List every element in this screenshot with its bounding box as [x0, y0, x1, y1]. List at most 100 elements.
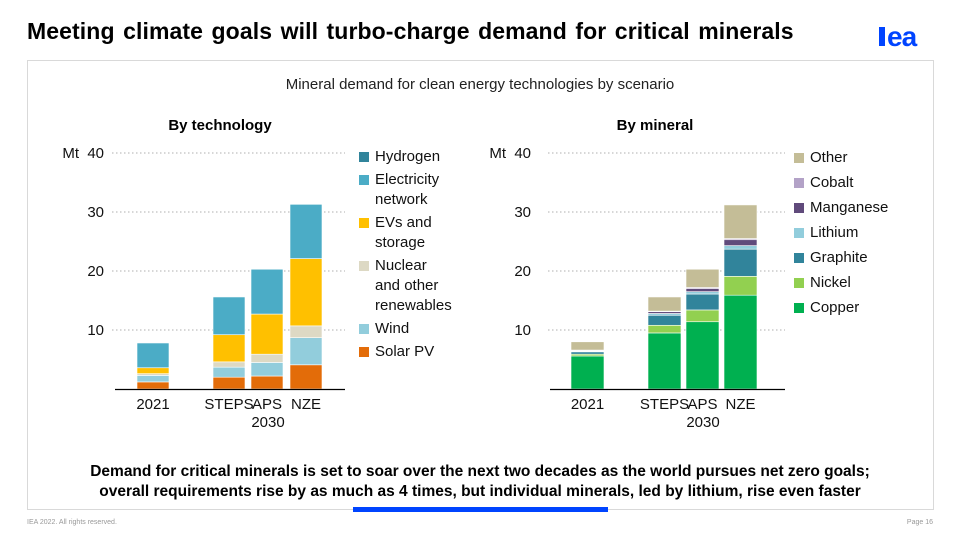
bar-segment-other	[647, 296, 682, 312]
caption: Demand for critical minerals is set to s…	[0, 462, 960, 502]
legend-label: storage	[375, 234, 426, 251]
legend-swatch	[359, 261, 369, 271]
bar-segment-wind	[212, 366, 246, 378]
y-tick-label: 30	[514, 204, 531, 221]
bar-segment-nuclear-and-other-renewables	[289, 325, 323, 338]
x-group-label: 2030	[251, 414, 284, 431]
bar-segment-nickel	[723, 276, 758, 296]
y-tick-label: 40	[514, 145, 531, 162]
bar-segment-wind	[289, 337, 323, 366]
legend-label: EVs and	[375, 214, 432, 231]
legend-label: Other	[810, 149, 848, 166]
logo-bar	[879, 27, 885, 46]
y-tick-label: 20	[87, 263, 104, 280]
bar-segment-copper	[723, 294, 758, 390]
bar-segment-manganese	[723, 239, 758, 246]
bar-segment-wind	[250, 362, 284, 377]
bar-segment-other	[685, 268, 720, 288]
logo-text: ea	[887, 21, 918, 49]
bar-segment-lithium	[685, 291, 720, 295]
x-tick-label: STEPS	[204, 396, 253, 413]
bar-segment-nuclear-and-other-renewables	[250, 353, 284, 363]
bar-segment-evs-and-storage	[212, 334, 246, 363]
page-number: Page 16	[906, 519, 933, 526]
y-axis-unit-label: Mt	[62, 145, 79, 162]
bar-segment-evs-and-storage	[136, 367, 170, 374]
bar-segment-copper	[685, 321, 720, 390]
x-tick-label: NZE	[291, 396, 321, 413]
x-tick-label: 2021	[571, 396, 604, 413]
legend-swatch	[359, 175, 369, 185]
legend-label: Nickel	[810, 274, 851, 291]
legend-item: Nickel	[794, 273, 888, 293]
bar-segment-other	[723, 204, 758, 239]
x-tick-label: NZE	[726, 396, 756, 413]
accent-bar	[353, 507, 608, 512]
legend-swatch	[359, 347, 369, 357]
legend-swatch	[794, 253, 804, 263]
bar-segment-nuclear-and-other-renewables	[212, 361, 246, 368]
legend-label: Electricity	[375, 171, 440, 188]
legend-label: Manganese	[810, 199, 889, 216]
bar-segment-wind	[136, 375, 170, 383]
legend-item: Manganese	[794, 198, 888, 218]
bar-segment-evs-and-storage	[289, 258, 323, 327]
legend-swatch	[359, 324, 369, 334]
legend-swatch	[794, 153, 804, 163]
x-tick-label: STEPS	[640, 396, 689, 413]
chart-title-technology: By technology	[168, 117, 272, 134]
legend-label: network	[375, 191, 428, 208]
legend-swatch	[794, 303, 804, 313]
legend-item: Graphite	[794, 248, 888, 268]
bar-segment-copper	[647, 332, 682, 390]
y-tick-label: 10	[87, 322, 104, 339]
legend-label: Cobalt	[810, 174, 854, 191]
bar-segment-electricity-network	[250, 268, 284, 315]
legend-item: Nuclear and other renewables	[359, 256, 452, 316]
bar-segment-graphite	[685, 293, 720, 311]
bar-segment-nickel	[685, 309, 720, 323]
x-tick-label: APS	[687, 396, 717, 413]
bar-segment-evs-and-storage	[250, 313, 284, 355]
legend-label: Copper	[810, 299, 860, 316]
bar-segment-electricity-network	[212, 296, 246, 336]
legend-item: Copper	[794, 298, 888, 318]
x-tick-label: 2021	[136, 396, 169, 413]
legend-label: Solar PV	[375, 343, 435, 360]
bar-segment-solar-pv	[250, 375, 284, 390]
legend-label: Hydrogen	[375, 148, 441, 165]
bar-segment-nickel	[647, 324, 682, 334]
legend-swatch	[359, 152, 369, 162]
legend-swatch	[794, 178, 804, 188]
legend-label: Graphite	[810, 249, 868, 266]
legend-label: renewables	[375, 297, 452, 314]
bar-segment-copper	[570, 355, 605, 390]
legend-mineral: Other Cobalt Manganese Lithium Graphite Nicke…	[794, 148, 888, 323]
x-tick-label: APS	[252, 396, 282, 413]
y-tick-label: 40	[87, 145, 104, 162]
bar-segment-graphite	[647, 314, 682, 326]
legend-swatch	[359, 218, 369, 228]
legend-item: Electricity network	[359, 170, 452, 210]
y-axis-unit-label: Mt	[489, 145, 506, 162]
legend-item: Cobalt	[794, 173, 888, 193]
legend-label: Wind	[375, 320, 410, 337]
bar-segment-graphite	[570, 351, 605, 355]
bar-segment-solar-pv	[289, 364, 323, 390]
bar-segment-lithium	[723, 245, 758, 250]
legend-swatch	[794, 278, 804, 288]
y-tick-label: 20	[514, 263, 531, 280]
legend-swatch	[794, 203, 804, 213]
legend-item: Hydrogen	[359, 147, 452, 167]
bar-segment-electricity-network	[289, 204, 323, 259]
legend-item: EVs and storage	[359, 213, 452, 253]
bar-segment-solar-pv	[136, 381, 170, 390]
bar-segment-other	[570, 341, 605, 351]
legend-label: Nuclear	[375, 257, 427, 274]
legend-label: Lithium	[810, 224, 859, 241]
legend-item: Other	[794, 148, 888, 168]
bar-segment-manganese	[685, 288, 720, 292]
legend-swatch	[794, 228, 804, 238]
legend-item: Lithium	[794, 223, 888, 243]
y-tick-label: 30	[87, 204, 104, 221]
